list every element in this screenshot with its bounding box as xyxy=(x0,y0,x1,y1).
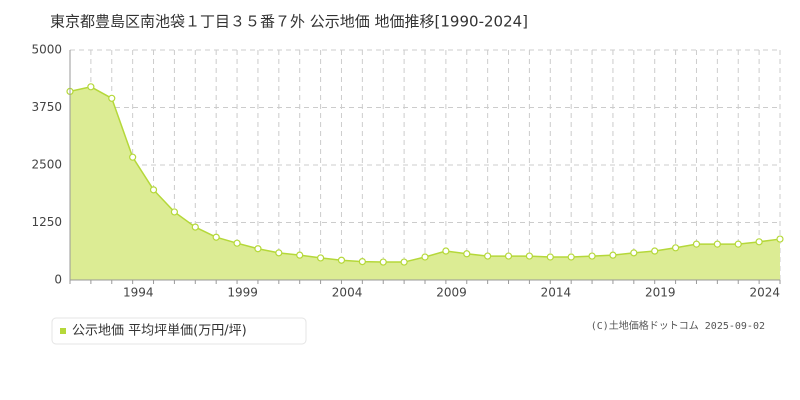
y-tick-label: 0 xyxy=(54,273,62,287)
point xyxy=(463,250,471,258)
point xyxy=(651,247,659,255)
point xyxy=(87,83,95,91)
y-tick-label: 2500 xyxy=(31,158,62,172)
point xyxy=(254,245,262,253)
x-tick-label: 1999 xyxy=(227,286,258,300)
point xyxy=(776,235,784,243)
x-tick-label: 2019 xyxy=(645,286,676,300)
point xyxy=(108,94,116,102)
point xyxy=(692,240,701,248)
legend-box xyxy=(51,317,307,345)
legend-swatch xyxy=(60,328,66,334)
point xyxy=(421,253,429,261)
chart-title: 東京都豊島区南池袋１丁目３５番７外 公示地価 地価推移[1990-2024] xyxy=(50,13,528,31)
point xyxy=(504,252,513,260)
point xyxy=(525,252,534,260)
point xyxy=(567,253,575,261)
x-tick-label: 1994 xyxy=(123,286,154,300)
point xyxy=(275,249,283,257)
point xyxy=(630,249,638,257)
point xyxy=(212,233,220,241)
point xyxy=(233,239,241,247)
point xyxy=(734,240,742,248)
point xyxy=(129,153,137,161)
point xyxy=(609,251,617,259)
point xyxy=(671,244,680,252)
point xyxy=(546,253,554,261)
point xyxy=(191,223,199,231)
point xyxy=(713,240,721,248)
point xyxy=(400,258,408,266)
point xyxy=(484,252,492,260)
x-tick-label: 2004 xyxy=(332,286,363,300)
x-tick-label: 2024 xyxy=(749,286,780,300)
point xyxy=(588,252,596,260)
x-tick-label: 2009 xyxy=(436,286,467,300)
point xyxy=(316,254,325,262)
point xyxy=(296,251,304,259)
point xyxy=(379,258,387,266)
y-tick-label: 3750 xyxy=(31,100,62,114)
point xyxy=(337,256,346,264)
y-tick-label: 1250 xyxy=(31,215,62,229)
x-tick-label: 2014 xyxy=(541,286,572,300)
area xyxy=(70,86,780,280)
point xyxy=(358,258,366,266)
point xyxy=(170,208,179,216)
legend-label: 公示地価 平均坪単価(万円/坪) xyxy=(72,323,247,339)
point xyxy=(442,247,450,255)
credit: (C)土地価格ドットコム 2025-09-02 xyxy=(591,319,765,332)
y-tick-label: 5000 xyxy=(31,43,62,57)
point xyxy=(755,238,763,246)
point xyxy=(149,186,158,194)
